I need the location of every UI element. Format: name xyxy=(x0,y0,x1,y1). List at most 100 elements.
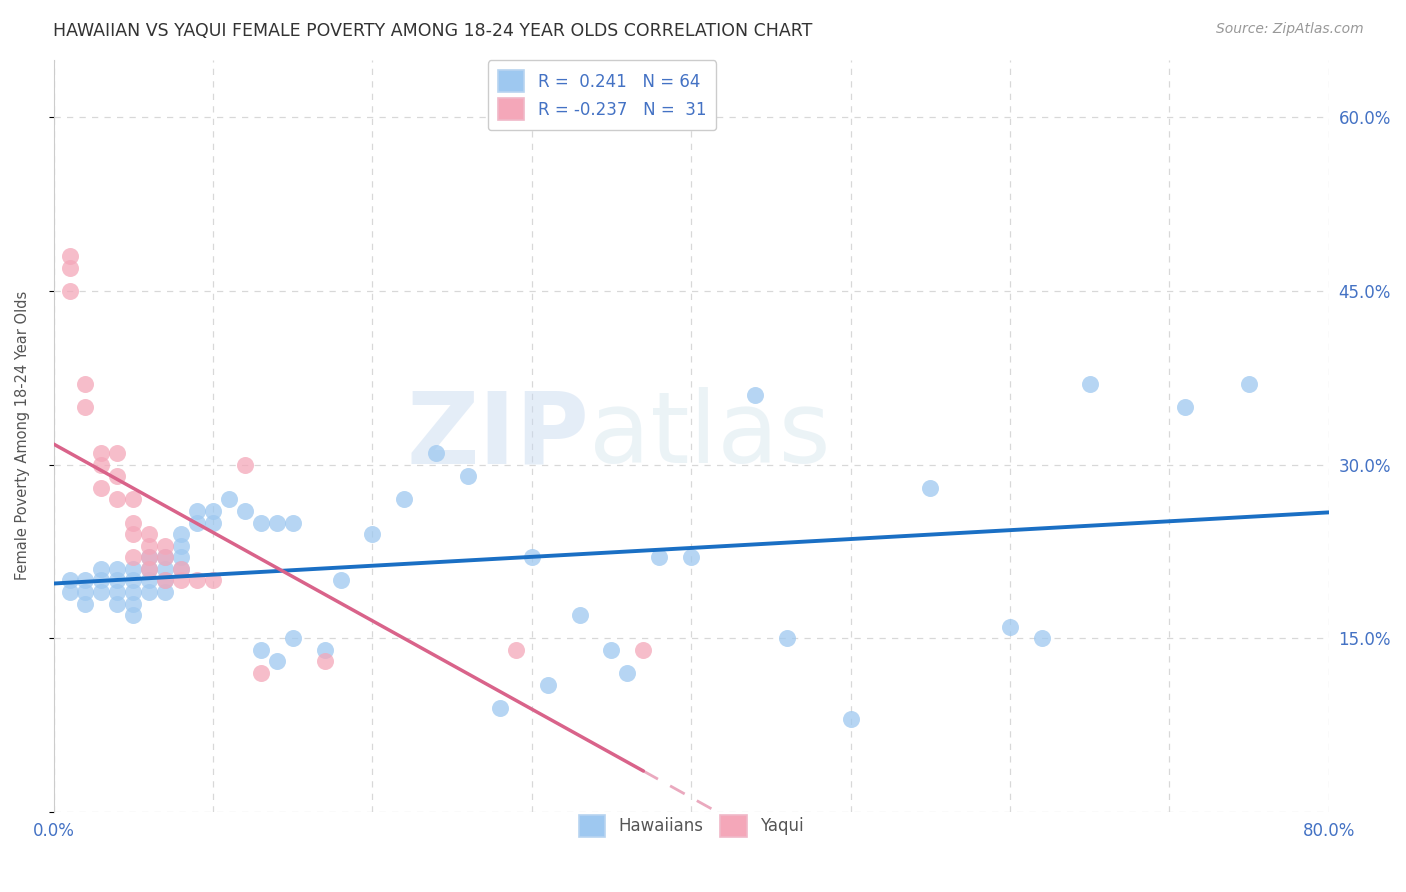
Point xyxy=(122,516,145,530)
Point xyxy=(1174,400,1197,414)
Point xyxy=(90,481,112,495)
Point xyxy=(90,585,112,599)
Point xyxy=(105,446,128,460)
Point xyxy=(201,574,224,588)
Point xyxy=(90,458,112,472)
Point xyxy=(122,562,145,576)
Point xyxy=(329,574,352,588)
Point xyxy=(153,550,176,565)
Point xyxy=(75,585,97,599)
Point xyxy=(266,516,288,530)
Point xyxy=(58,249,80,263)
Point xyxy=(281,632,304,646)
Point xyxy=(201,516,224,530)
Point xyxy=(314,643,336,657)
Point xyxy=(153,539,176,553)
Point xyxy=(153,574,176,588)
Point xyxy=(90,446,112,460)
Point xyxy=(537,677,560,691)
Point xyxy=(394,492,416,507)
Point xyxy=(170,574,193,588)
Point xyxy=(153,550,176,565)
Point xyxy=(122,550,145,565)
Point xyxy=(138,539,160,553)
Point xyxy=(505,643,527,657)
Point xyxy=(839,712,862,726)
Y-axis label: Female Poverty Among 18-24 Year Olds: Female Poverty Among 18-24 Year Olds xyxy=(15,291,30,581)
Text: atlas: atlas xyxy=(589,387,831,484)
Point xyxy=(75,400,97,414)
Point xyxy=(122,527,145,541)
Text: Source: ZipAtlas.com: Source: ZipAtlas.com xyxy=(1216,22,1364,37)
Point xyxy=(681,550,703,565)
Point xyxy=(138,527,160,541)
Point xyxy=(138,562,160,576)
Point xyxy=(920,481,942,495)
Point xyxy=(122,608,145,623)
Point xyxy=(58,284,80,298)
Point xyxy=(201,504,224,518)
Point xyxy=(122,574,145,588)
Point xyxy=(266,655,288,669)
Point xyxy=(105,562,128,576)
Point xyxy=(186,574,208,588)
Point xyxy=(218,492,240,507)
Point xyxy=(138,585,160,599)
Point xyxy=(520,550,543,565)
Point xyxy=(105,469,128,483)
Legend: Hawaiians, Yaqui: Hawaiians, Yaqui xyxy=(571,807,813,845)
Point xyxy=(90,562,112,576)
Point xyxy=(170,527,193,541)
Point xyxy=(250,643,273,657)
Point xyxy=(425,446,447,460)
Point xyxy=(153,574,176,588)
Text: HAWAIIAN VS YAQUI FEMALE POVERTY AMONG 18-24 YEAR OLDS CORRELATION CHART: HAWAIIAN VS YAQUI FEMALE POVERTY AMONG 1… xyxy=(53,22,813,40)
Point xyxy=(600,643,623,657)
Point xyxy=(1078,376,1101,391)
Point xyxy=(633,643,655,657)
Point xyxy=(153,585,176,599)
Point xyxy=(616,665,638,680)
Text: ZIP: ZIP xyxy=(406,387,589,484)
Point xyxy=(186,516,208,530)
Point xyxy=(998,620,1021,634)
Point xyxy=(105,574,128,588)
Point xyxy=(1031,632,1053,646)
Point xyxy=(170,539,193,553)
Point xyxy=(170,550,193,565)
Point xyxy=(105,492,128,507)
Point xyxy=(153,562,176,576)
Point xyxy=(314,655,336,669)
Point xyxy=(186,504,208,518)
Point xyxy=(138,562,160,576)
Point xyxy=(776,632,799,646)
Point xyxy=(138,550,160,565)
Point xyxy=(138,550,160,565)
Point xyxy=(648,550,671,565)
Point xyxy=(105,585,128,599)
Point xyxy=(361,527,384,541)
Point xyxy=(58,260,80,275)
Point xyxy=(457,469,479,483)
Point xyxy=(122,585,145,599)
Point xyxy=(75,597,97,611)
Point xyxy=(250,516,273,530)
Point xyxy=(58,585,80,599)
Point xyxy=(58,574,80,588)
Point xyxy=(75,376,97,391)
Point xyxy=(233,504,256,518)
Point xyxy=(170,562,193,576)
Point xyxy=(105,597,128,611)
Point xyxy=(122,597,145,611)
Point xyxy=(170,562,193,576)
Point xyxy=(744,388,766,402)
Point xyxy=(281,516,304,530)
Point xyxy=(138,574,160,588)
Point xyxy=(1237,376,1260,391)
Point xyxy=(489,700,512,714)
Point xyxy=(90,574,112,588)
Point xyxy=(122,492,145,507)
Point xyxy=(233,458,256,472)
Point xyxy=(250,665,273,680)
Point xyxy=(568,608,591,623)
